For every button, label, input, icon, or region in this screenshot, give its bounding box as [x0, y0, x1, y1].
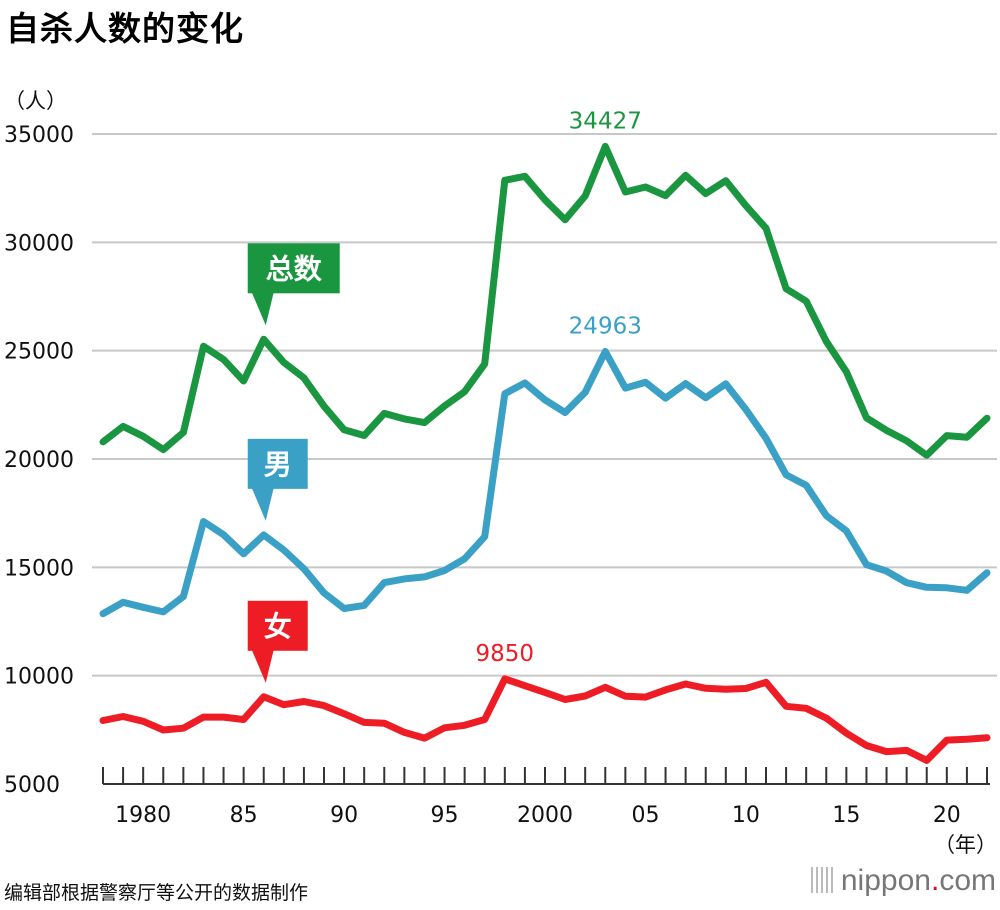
y-tick-label: 5000	[4, 773, 60, 798]
data-label-女: 9850	[476, 641, 535, 667]
brand-dot: .	[930, 864, 940, 897]
series-label-pointer	[251, 649, 274, 683]
y-tick-label: 25000	[4, 340, 74, 365]
series-line-女	[99, 675, 991, 764]
series-label-pointer	[251, 487, 274, 521]
series-label-box	[247, 243, 340, 294]
data-label-总数: 34427	[569, 108, 642, 134]
brand-suffix: com	[939, 864, 996, 897]
x-tick-label: 05	[631, 803, 659, 828]
x-tick-label: 1980	[115, 803, 171, 828]
series-label-男: 男	[247, 438, 308, 521]
series-label-女: 女	[247, 600, 308, 683]
nippon-logo: nippon.com	[810, 864, 996, 898]
series-label-pointer	[251, 292, 274, 326]
series-label-text: 总数	[266, 252, 323, 285]
data-annotations: 34427 24963 9850	[476, 108, 642, 667]
brand-stripes-icon	[810, 867, 835, 893]
series-label-text: 男	[264, 448, 292, 481]
x-tick-label: 95	[431, 803, 459, 828]
x-tick-label: 20	[933, 803, 961, 828]
x-tick-label: 2000	[517, 803, 573, 828]
x-tick-label: 15	[832, 803, 860, 828]
series-label-box	[247, 438, 308, 489]
x-axis-label: （年）	[934, 833, 997, 857]
brand-name: nippon	[840, 864, 931, 897]
series-label-box	[247, 600, 308, 651]
y-tick-label: 35000	[4, 123, 74, 148]
y-tick-label: 15000	[4, 556, 74, 581]
chart-title: 自杀人数的变化	[6, 9, 244, 48]
x-tick-label: 10	[732, 803, 760, 828]
x-axis: 1980 85 90 95 2000 05 10 15 20	[102, 767, 990, 828]
series-label-text: 女	[264, 610, 292, 643]
source-note: 编辑部根据警察厅等公开的数据制作	[4, 882, 309, 904]
data-label-男: 24963	[569, 313, 642, 339]
series-label-总数: 总数	[247, 243, 340, 326]
y-tick-label: 10000	[4, 665, 74, 690]
x-tick-label: 85	[230, 803, 258, 828]
series-line-男	[99, 348, 991, 618]
y-axis-label: （人）	[4, 89, 67, 113]
series-line-总数	[99, 142, 991, 459]
y-axis: 5000 10000 15000 20000 25000 30000 35000	[4, 123, 74, 798]
gridlines	[92, 133, 997, 677]
y-tick-label: 20000	[4, 448, 74, 473]
x-tick-label: 90	[330, 803, 358, 828]
series-lines	[99, 142, 991, 764]
y-tick-label: 30000	[4, 231, 74, 256]
